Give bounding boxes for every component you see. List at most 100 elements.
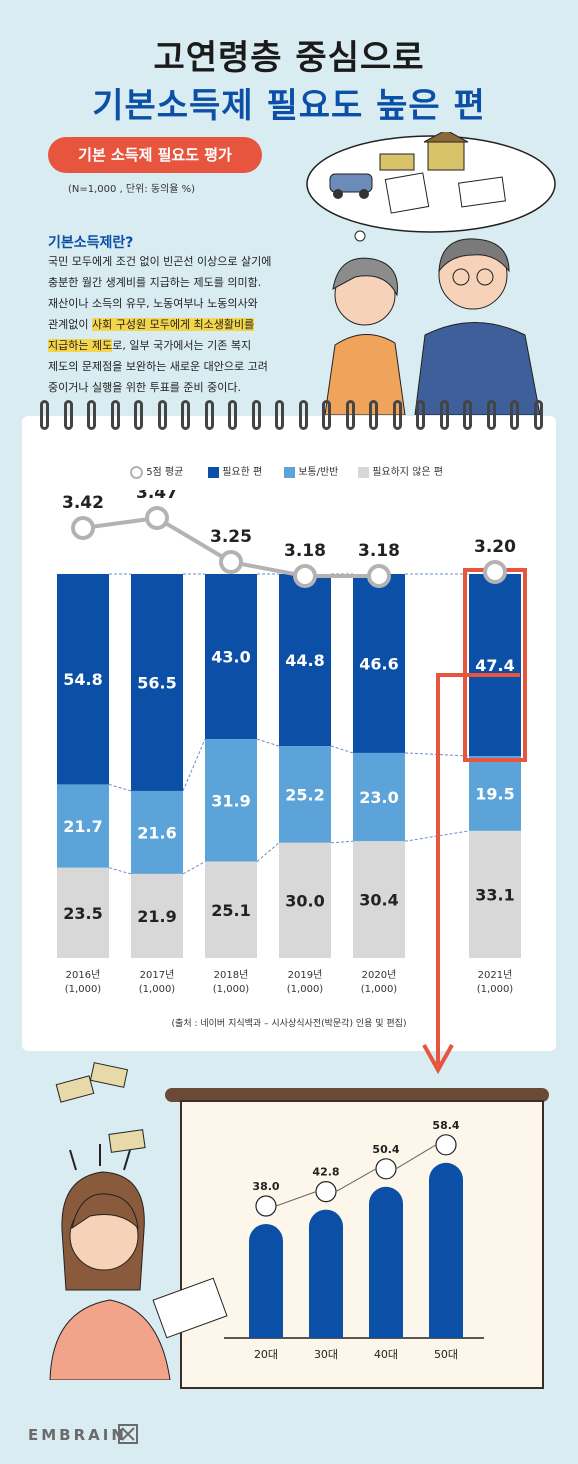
age-tick-label: 50대 [434,1348,458,1361]
binding-ring [510,400,519,430]
binding-ring [369,400,378,430]
age-bar-chart: 38.0 20대 42.8 30대 50.4 40대 58.4 50대 [224,1119,484,1361]
bar-segment-neutral [469,756,521,831]
data-label-neutral: 21.7 [63,817,102,836]
face-icon [255,1195,277,1217]
binding-ring [322,400,331,430]
legend-item-need: 필요한 편 [208,463,262,478]
face-connector [275,1191,317,1207]
binding-ring [134,400,143,430]
age-bar-body [429,1179,463,1338]
avg-marker-icon [130,465,143,479]
definition-line: 중이거나 실행을 위한 투표를 준비 중이다. [48,381,242,394]
age-bar-body [309,1226,343,1338]
age-value-label: 38.0 [252,1180,279,1193]
age-poster [180,1100,544,1389]
binding-ring [251,400,261,430]
connector-line [182,861,206,875]
x-tick-label: 2018년 [214,969,249,981]
x-tick-sublabel: (1,000) [139,984,176,995]
bar-segment-neutral [279,746,331,843]
binding-ring [392,400,402,430]
highlighted-text: 지급하는 제도 [48,339,113,352]
avg-label: 3.42 [62,493,104,513]
face-connector [335,1168,377,1193]
connector-line [108,867,132,875]
avg-line-segment [155,516,233,564]
avg-line-segment [230,560,306,578]
binding-ring [275,400,284,430]
legend-item-avg: 5점 평균 [130,463,183,479]
connector-line [256,738,280,747]
x-tick-label: 2021년 [478,969,513,981]
x-tick-sublabel: (1,000) [65,984,102,995]
definition-line: 지급하는 제도로, 일부 국가에서는 기존 복지 [48,339,252,352]
data-label-neutral: 25.2 [285,785,324,804]
stacked-bar-chart: 54.8 21.7 23.5 2016년 (1,000) 56.5 21.6 21.9 2017… [57,490,527,995]
data-label-neutral: 23.0 [359,788,398,807]
legend-item-noneed: 필요하지 않은 편 [358,463,443,478]
data-label-need: 56.5 [137,673,176,692]
data-label-neutral: 31.9 [211,791,250,810]
face-icon [315,1180,337,1203]
bar-segment-need [279,574,331,747]
connector-line [256,842,280,862]
x-tick-label: 2017년 [140,969,175,981]
x-tick-sublabel: (1,000) [361,984,398,995]
definition-line: 국민 모두에게 조건 없이 빈곤선 이상으로 살기에 [48,255,272,268]
bar-segment-noneed [205,861,257,958]
data-label-noneed: 30.4 [359,891,398,910]
bar-segment-need [469,574,521,757]
binding-ring [298,400,308,430]
need-swatch [208,466,219,478]
age-tick-label: 20대 [254,1348,278,1361]
binding-ring [181,400,190,430]
bar-segment-neutral [57,784,109,868]
data-label-noneed: 21.9 [137,907,176,926]
face-connector [395,1144,437,1170]
binding-ring [204,400,214,430]
source-note: (출처 : 네이버 지식백과 – 시사상식사전(박문각) 인용 및 편집) [171,1019,407,1029]
definition-line: 재산이나 소득의 유무, 노동여부나 노동의사와 [48,297,258,310]
x-tick-sublabel: (1,000) [213,984,250,995]
binding-ring [40,400,49,430]
bar-segment-noneed [353,841,405,958]
face-icon [435,1134,457,1156]
avg-line-segment [82,516,158,530]
x-tick-sublabel: (1,000) [287,984,324,995]
binding-ring [533,400,543,430]
bar-segment-need [205,574,257,740]
bar-segment-neutral [353,752,405,842]
data-label-noneed: 25.1 [211,901,250,920]
connector-line [330,745,354,754]
binding-ring [463,400,472,430]
callout-arrow [422,673,520,1075]
binding-ring [439,400,449,430]
data-label-need: 47.4 [475,656,514,675]
avg-label: 3.18 [284,541,326,561]
avg-label: 3.20 [474,537,516,557]
age-bar-body [369,1203,403,1338]
avg-point [219,550,243,574]
binding-ring [63,400,73,430]
data-label-noneed: 30.0 [285,891,324,910]
age-value-label: 50.4 [372,1143,399,1156]
avg-point [367,564,391,588]
data-label-need: 43.0 [211,648,250,667]
age-tick-label: 40대 [374,1348,398,1361]
binding-ring [416,400,425,430]
data-label-need: 46.6 [359,654,398,673]
poster-rod [165,1088,549,1102]
binding-ring [157,400,167,430]
avg-point [145,506,169,530]
woman-illustration [49,1062,228,1380]
couple-illustration [324,238,541,415]
data-label-noneed: 23.5 [63,904,102,923]
x-tick-label: 2016년 [66,969,101,981]
binding-ring [110,400,120,430]
title-line1: 고연령층 중심으로 [153,38,425,78]
section-tag: 기본 소득제 필요도 평가 [48,137,262,173]
bar-segment-neutral [131,790,183,874]
bar-segment-noneed [57,867,109,958]
definition-line: 충분한 월간 생계비를 지급하는 제도를 의미함. [48,276,262,289]
